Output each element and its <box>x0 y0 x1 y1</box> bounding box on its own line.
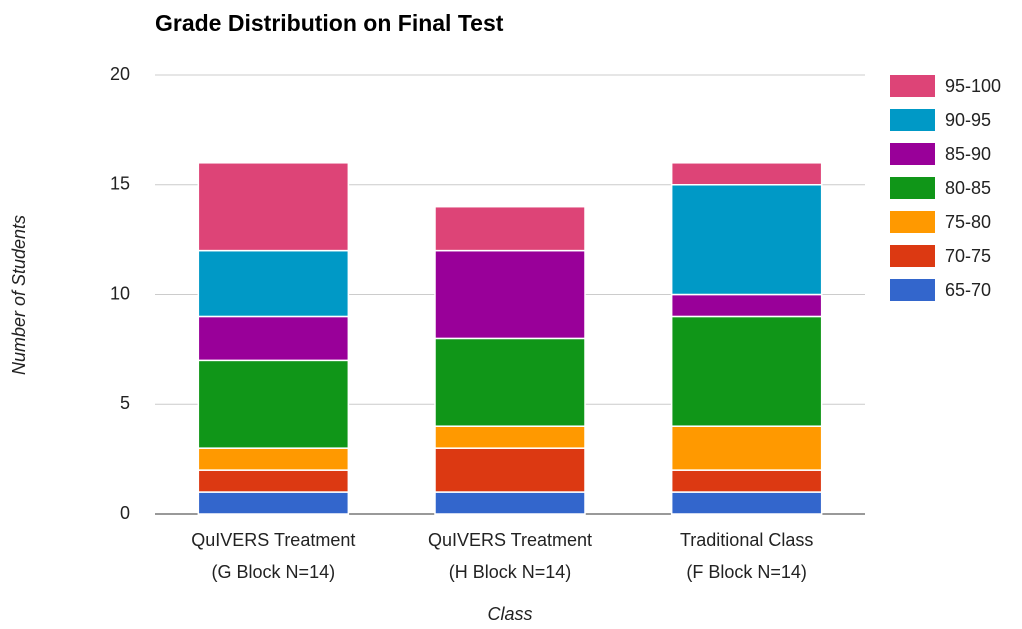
y-tick-label: 10 <box>110 283 130 303</box>
x-tick-label: (G Block N=14) <box>212 562 336 582</box>
y-tick-label: 20 <box>110 64 130 84</box>
legend-swatch <box>890 143 935 165</box>
x-tick-label: QuIVERS Treatment <box>428 530 592 550</box>
chart-title: Grade Distribution on Final Test <box>155 10 504 36</box>
bar-segment <box>670 293 823 318</box>
bar-segment <box>670 184 823 296</box>
bar-segment <box>670 491 823 515</box>
x-tick-label: (F Block N=14) <box>686 562 807 582</box>
legend-label: 85-90 <box>945 144 991 164</box>
legend-label: 65-70 <box>945 280 991 300</box>
legend-swatch <box>890 75 935 97</box>
bar-segment <box>670 162 823 186</box>
bar-segment <box>434 447 586 493</box>
bar-segment <box>434 205 586 252</box>
x-tick-label: (H Block N=14) <box>449 562 572 582</box>
legend-swatch <box>890 211 935 233</box>
bar-segment <box>670 469 823 493</box>
bar-segment <box>197 315 350 362</box>
y-axis-title: Number of Students <box>9 215 29 375</box>
legend-swatch <box>890 109 935 131</box>
legend-swatch <box>890 279 935 301</box>
bar-segment <box>197 447 350 471</box>
bar-segment <box>434 425 586 449</box>
legend-label: 80-85 <box>945 178 991 198</box>
bar-segment <box>197 162 350 252</box>
bar-segment <box>197 359 350 449</box>
x-tick-label: Traditional Class <box>680 530 813 550</box>
bar-segment <box>434 491 586 515</box>
bar-segment <box>670 315 823 427</box>
y-tick-label: 15 <box>110 174 130 194</box>
legend-label: 75-80 <box>945 212 991 232</box>
legend-swatch <box>890 177 935 199</box>
legend-swatch <box>890 245 935 267</box>
legend-label: 90-95 <box>945 110 991 130</box>
bar-segment <box>197 469 350 493</box>
bar-segment <box>197 491 350 515</box>
bar-segment <box>670 425 823 471</box>
bar-segment <box>434 337 586 427</box>
legend-label: 70-75 <box>945 246 991 266</box>
bar-segment <box>434 249 586 340</box>
y-tick-label: 0 <box>120 503 130 523</box>
x-axis-title: Class <box>487 604 532 624</box>
bar-segment <box>197 249 350 318</box>
legend-label: 95-100 <box>945 76 1001 96</box>
y-tick-label: 5 <box>120 393 130 413</box>
x-tick-label: QuIVERS Treatment <box>191 530 355 550</box>
